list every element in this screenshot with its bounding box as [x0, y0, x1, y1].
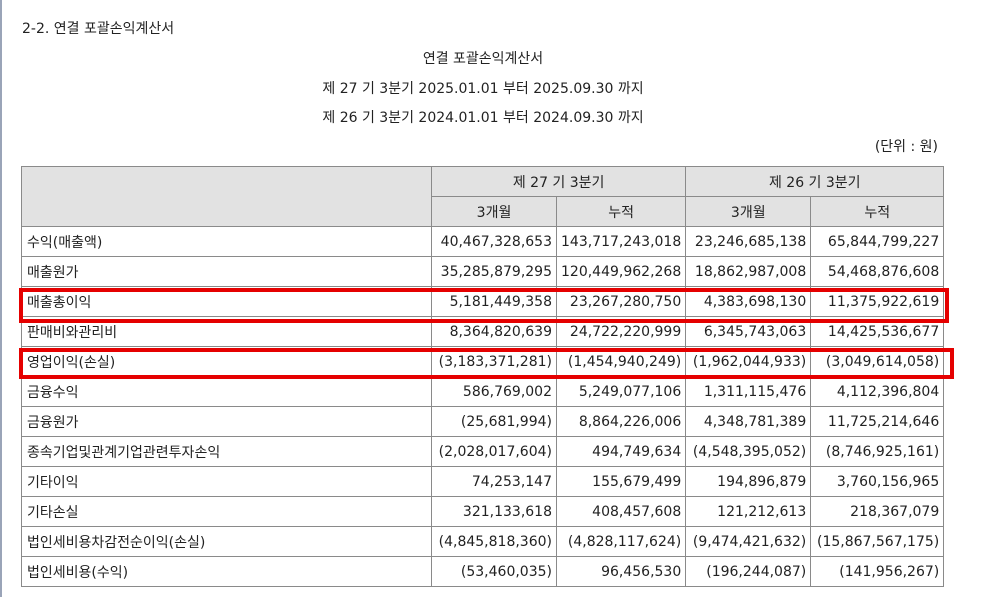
value-cell: (25,681,994) — [431, 406, 557, 437]
table-row: 금융수익 586,769,002 5,249,077,106 1,311,115,47… — [21, 376, 945, 407]
period-current: 제 27 기 3분기 2025.01.01 부터 2025.09.30 까지 — [322, 81, 644, 97]
row-label: 기타손실 — [21, 496, 432, 527]
value-cell: 40,467,328,653 — [431, 226, 557, 257]
row-label: 수익(매출액) — [21, 226, 432, 257]
value-cell: 96,456,530 — [555, 556, 687, 587]
value-cell: (196,244,087) — [685, 556, 812, 587]
value-cell: 14,425,536,677 — [810, 316, 945, 347]
value-cell: (4,828,117,624) — [555, 526, 687, 557]
value-cell: 35,285,879,295 — [431, 256, 557, 287]
value-cell: (53,460,035) — [431, 556, 557, 587]
value-cell: 54,468,876,608 — [810, 256, 945, 287]
unit-label: (단위 : 원) — [874, 139, 938, 155]
value-cell: 3,760,156,965 — [810, 466, 945, 497]
value-cell: 218,367,079 — [810, 496, 945, 527]
sub-header-cell: 누적 — [810, 196, 945, 227]
value-cell: (1,962,044,933) — [685, 346, 812, 377]
table-row: 판매비와관리비 8,364,820,639 24,722,220,999 6,345,… — [21, 316, 945, 347]
value-cell: (15,867,567,175) — [810, 526, 945, 557]
value-cell: 494,749,634 — [555, 436, 687, 467]
table-row: 법인세비용차감전순이익(손실) (4,845,818,360) (4,828,117… — [21, 526, 945, 557]
row-label: 판매비와관리비 — [21, 316, 432, 347]
row-label: 금융수익 — [21, 376, 432, 407]
row-label: 매출원가 — [21, 256, 432, 287]
table-row: 법인세비용(수익) (53,460,035) 96,456,530 (196,244,… — [21, 556, 945, 587]
table-row: 수익(매출액) 40,467,328,653 143,717,243,018 23,2… — [21, 226, 945, 257]
period-prior: 제 26 기 3분기 2024.01.01 부터 2024.09.30 까지 — [322, 110, 644, 126]
statement-title: 연결 포괄손익계산서 — [422, 51, 544, 67]
value-cell: (3,049,614,058) — [810, 346, 945, 377]
value-cell: 23,246,685,138 — [685, 226, 812, 257]
sub-header-cell: 누적 — [555, 196, 687, 227]
row-label: 영업이익(손실) — [21, 346, 432, 377]
value-cell: (4,548,395,052) — [685, 436, 812, 467]
value-cell: (141,956,267) — [810, 556, 945, 587]
value-cell: 194,896,879 — [685, 466, 812, 497]
value-cell: 65,844,799,227 — [810, 226, 945, 257]
value-cell: 6,345,743,063 — [685, 316, 812, 347]
group-header-prior: 제 26 기 3분기 — [685, 166, 945, 197]
sub-header-cell: 3개월 — [685, 196, 812, 227]
value-cell: 1,311,115,476 — [685, 376, 812, 407]
row-label: 금융원가 — [21, 406, 432, 437]
value-cell: 143,717,243,018 — [555, 226, 687, 257]
row-label: 매출총이익 — [21, 286, 432, 317]
value-cell: 4,383,698,130 — [685, 286, 812, 317]
value-cell: (1,454,940,249) — [555, 346, 687, 377]
group-header-current: 제 27 기 3분기 — [430, 166, 687, 197]
row-label: 종속기업및관계기업관련투자손익 — [21, 436, 432, 467]
value-cell: 8,364,820,639 — [431, 316, 557, 347]
value-cell: (3,183,371,281) — [431, 346, 557, 377]
value-cell: 5,181,449,358 — [431, 286, 557, 317]
row-label: 기타이익 — [21, 466, 432, 497]
table-row: 금융원가 (25,681,994) 8,864,226,006 4,348,781,3… — [21, 406, 945, 437]
value-cell: 18,862,987,008 — [685, 256, 812, 287]
value-cell: 4,348,781,389 — [685, 406, 812, 437]
left-border-rule — [0, 0, 2, 597]
table-row: 기타손실 321,133,618 408,457,608 121,212,613 218… — [21, 496, 945, 527]
income-statement-table: 제 27 기 3분기 제 26 기 3분기 3개월 누적 3개월 누적 수익(매… — [21, 166, 945, 587]
section-title: 2-2. 연결 포괄손익계산서 — [22, 21, 175, 37]
value-cell: 24,722,220,999 — [555, 316, 687, 347]
value-cell: 74,253,147 — [431, 466, 557, 497]
group-header-row: 제 27 기 3분기 제 26 기 3분기 — [21, 166, 945, 227]
value-cell: 321,133,618 — [431, 496, 557, 527]
value-cell: (2,028,017,604) — [431, 436, 557, 467]
table-row: 영업이익(손실) (3,183,371,281) (1,454,940,249) (1… — [21, 346, 945, 377]
value-cell: 8,864,226,006 — [555, 406, 687, 437]
row-label: 법인세비용차감전순이익(손실) — [21, 526, 432, 557]
label-header-cell — [21, 166, 432, 227]
value-cell: 11,725,214,646 — [810, 406, 945, 437]
value-cell: 5,249,077,106 — [555, 376, 687, 407]
value-cell: (9,474,421,632) — [685, 526, 812, 557]
table-row: 기타이익 74,253,147 155,679,499 194,896,879 3,76… — [21, 466, 945, 497]
value-cell: (4,845,818,360) — [431, 526, 557, 557]
table-row: 종속기업및관계기업관련투자손익 (2,028,017,604) 494,749,63… — [21, 436, 945, 467]
row-label: 법인세비용(수익) — [21, 556, 432, 587]
sub-header-cell: 3개월 — [431, 196, 557, 227]
value-cell: 121,212,613 — [685, 496, 812, 527]
value-cell: 408,457,608 — [555, 496, 687, 527]
value-cell: 155,679,499 — [555, 466, 687, 497]
value-cell: (8,746,925,161) — [810, 436, 945, 467]
table-row: 매출총이익 5,181,449,358 23,267,280,750 4,383,69… — [21, 286, 945, 317]
table-row: 매출원가 35,285,879,295 120,449,962,268 18,862,… — [21, 256, 945, 287]
value-cell: 120,449,962,268 — [555, 256, 687, 287]
sub-header-row: 3개월 누적 3개월 누적 — [22, 196, 945, 227]
value-cell: 23,267,280,750 — [555, 286, 687, 317]
value-cell: 586,769,002 — [431, 376, 557, 407]
value-cell: 11,375,922,619 — [810, 286, 945, 317]
value-cell: 4,112,396,804 — [810, 376, 945, 407]
